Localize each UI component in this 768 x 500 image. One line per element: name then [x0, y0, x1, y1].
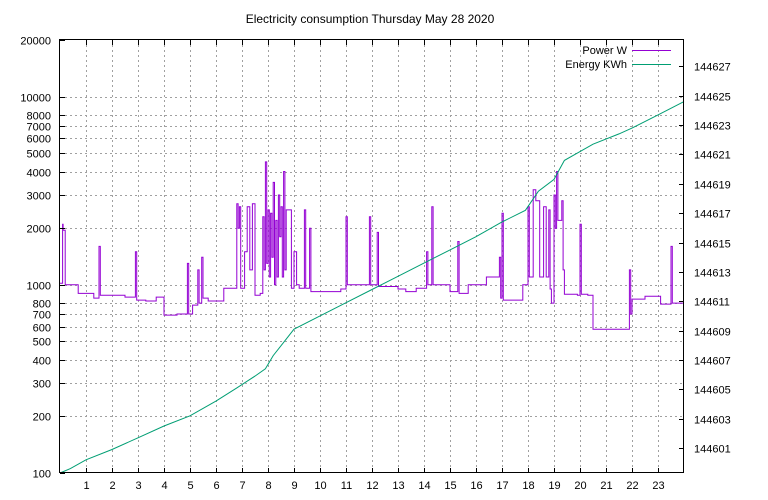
legend-label-power-w: Power W	[582, 45, 627, 57]
x-tick-label: 11	[341, 480, 352, 492]
y2-tick-label: 144619	[694, 180, 731, 192]
grid-lines	[60, 40, 684, 473]
y-tick-label: 300	[33, 379, 51, 391]
y-tick-label: 4000	[27, 168, 51, 180]
y-tick-label: 2000	[27, 224, 51, 236]
y-tick-label: 1000	[27, 281, 51, 293]
x-tick-label: 3	[135, 480, 141, 492]
x-tick-label: 16	[470, 480, 482, 492]
y2-tick-label: 144615	[694, 239, 731, 251]
y2-tick-label: 144611	[694, 297, 730, 309]
y-tick-label: 8000	[27, 111, 51, 123]
x-tick-label: 17	[496, 480, 508, 492]
y-tick-label: 20000	[20, 36, 51, 48]
y-tick-label: 100	[33, 469, 51, 481]
y2-tick-label: 144601	[694, 444, 731, 456]
x-tick-label: 6	[213, 480, 219, 492]
x-tick-label: 7	[239, 480, 245, 492]
y-tick-label: 5000	[27, 149, 51, 161]
y2-tick-label: 144605	[694, 385, 731, 397]
x-tick-label: 22	[626, 480, 638, 492]
y-tick-label: 200	[33, 412, 51, 424]
y2-tick-label: 144617	[694, 209, 731, 221]
series-line-power-w	[60, 161, 684, 330]
y-tick-label: 10000	[20, 93, 51, 105]
plot-frame	[59, 39, 684, 473]
series-layer	[59, 101, 685, 474]
x-tick-label: 23	[652, 480, 664, 492]
x-tick-label: 1	[83, 480, 89, 492]
legend: Power W Energy KWh	[565, 45, 671, 71]
x-tick-label: 18	[522, 480, 534, 492]
x-tick-label: 20	[574, 480, 586, 492]
y2-tick-label: 144609	[694, 327, 731, 339]
x-tick-label: 12	[366, 480, 378, 492]
y2-tick-label: 144623	[694, 121, 731, 133]
y-tick-label: 700	[33, 310, 51, 322]
y-tick-label: 6000	[27, 134, 51, 146]
y-tick-label: 500	[33, 337, 51, 349]
x-tick-label: 2	[109, 480, 115, 492]
legend-label-energy-kwh: Energy KWh	[565, 59, 627, 71]
x-tick-label: 5	[187, 480, 193, 492]
x-tick-label: 4	[161, 480, 167, 492]
y-tick-label: 800	[33, 299, 51, 311]
x-tick-label: 9	[291, 480, 297, 492]
y-tick-label: 400	[33, 356, 51, 368]
x-tick-label: 14	[418, 480, 430, 492]
y2-tick-label: 144627	[694, 62, 731, 74]
x-tick-label: 15	[444, 480, 456, 492]
y2-tick-label: 144607	[694, 356, 731, 368]
y2-tick-label: 144603	[694, 415, 731, 427]
y2-tick-label: 144625	[694, 92, 731, 104]
y-tick-label: 7000	[27, 122, 51, 134]
y2-tick-label: 144621	[694, 150, 731, 162]
x-tick-label: 19	[548, 480, 560, 492]
chart-title: Electricity consumption Thursday May 28 …	[246, 12, 495, 26]
y2-tick-label: 144613	[694, 268, 731, 280]
x-tick-label: 13	[392, 480, 404, 492]
series-line-energy-kwh	[59, 101, 685, 474]
y-tick-label: 3000	[27, 191, 51, 203]
y-tick-label: 600	[33, 323, 51, 335]
ticks: 1 2 3 4 5 6 7 8 9 10 11 12 13 14 15 16 17 18 19 20 21 22 23100…	[20, 36, 730, 493]
x-tick-label: 21	[600, 480, 612, 492]
x-tick-label: 10	[314, 480, 326, 492]
x-tick-label: 8	[265, 480, 271, 492]
